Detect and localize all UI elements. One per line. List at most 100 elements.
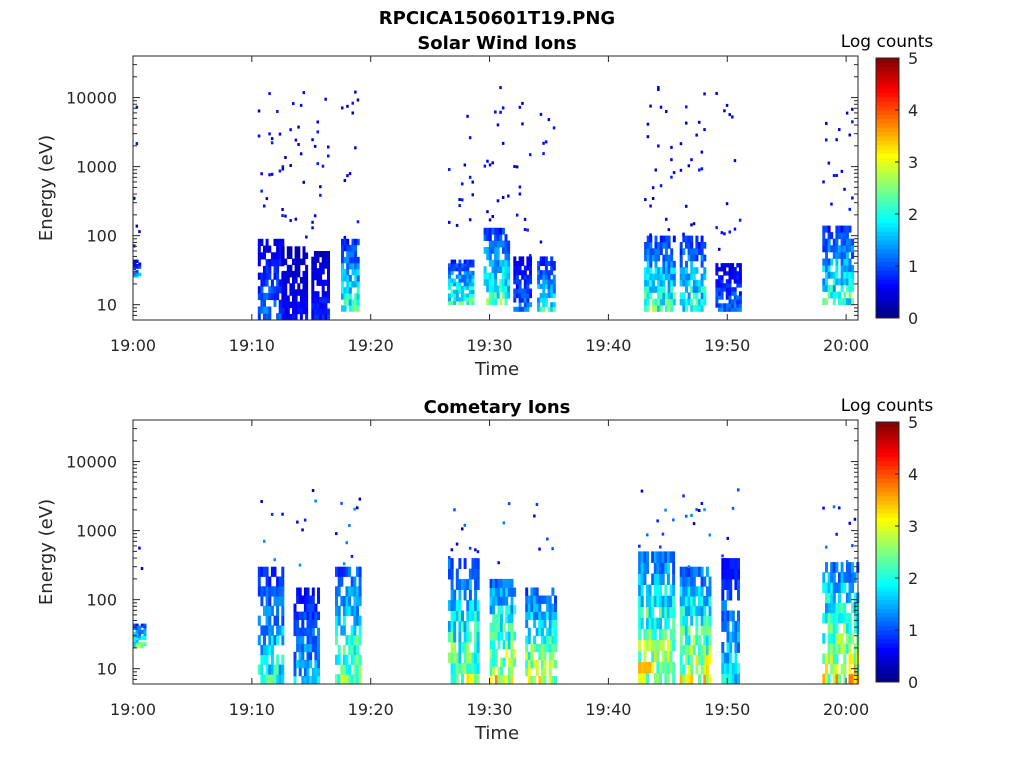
spectrogram-cell (838, 298, 841, 306)
spectrogram-cell (348, 263, 352, 270)
spectrogram-cell (548, 619, 552, 629)
spectrogram-cell (535, 595, 539, 604)
colorbar-segment (876, 270, 899, 276)
spectrogram-cell (518, 293, 522, 299)
colorbar-tick-label: 5 (908, 413, 918, 432)
spectrogram-cell (507, 640, 511, 650)
spectrogram-cell (682, 298, 686, 306)
spectrogram-cell (463, 652, 467, 664)
spectrogram-cell (311, 587, 315, 596)
spectrogram-cell (521, 261, 525, 266)
spectrogram-cell (685, 514, 688, 518)
spectrogram-cell (731, 291, 735, 296)
spectrogram-cell (672, 573, 676, 585)
spectrogram-cell (723, 271, 727, 276)
colorbar-tick-label: 1 (908, 621, 918, 640)
spectrogram-cell (662, 273, 666, 281)
spectrogram-cell (738, 295, 742, 300)
spectrogram-cell (838, 225, 841, 233)
spectrogram-cell (458, 259, 462, 264)
spectrogram-cell (448, 285, 451, 291)
spectrogram-cell (303, 667, 307, 677)
colorbar-segment (876, 222, 899, 228)
spectrogram-cell (276, 654, 280, 665)
spectrogram-cell (505, 613, 509, 624)
spectrogram-cell (525, 651, 529, 661)
spectrogram-cell (483, 247, 487, 254)
spectrogram-cell (718, 287, 721, 292)
spectrogram-cell (319, 251, 323, 258)
spectrogram-cell (703, 654, 707, 665)
spectrogram-cell (548, 627, 552, 637)
spectrogram-cell (348, 256, 352, 264)
spectrogram-cell (695, 586, 699, 597)
spectrogram-cell (646, 584, 649, 596)
spectrogram-cell (518, 283, 522, 289)
spectrogram-cell (550, 265, 554, 271)
spectrogram-cell (651, 305, 655, 312)
spectrogram-cell (309, 627, 313, 637)
spectrogram-cell (278, 238, 282, 246)
spectrogram-cell (265, 596, 269, 607)
spectrogram-cell (665, 242, 668, 249)
spectrogram-cell (721, 558, 725, 569)
spectrogram-cell (649, 242, 653, 249)
spectrogram-cell (270, 279, 274, 287)
colorbar-segment (876, 214, 899, 219)
colorbar-segment (876, 448, 899, 453)
spectrogram-cell (825, 298, 828, 306)
spectrogram-cell (461, 182, 464, 186)
spectrogram-cell (835, 612, 839, 624)
spectrogram-cell (356, 615, 359, 626)
colorbar-segment (876, 62, 899, 68)
spectrogram-cell (309, 651, 313, 661)
spectrogram-cell (715, 303, 719, 308)
spectrogram-cell (542, 306, 546, 312)
spectrogram-cell (690, 267, 694, 274)
spectrogram-cell (700, 242, 704, 249)
spectrogram-cell (474, 610, 478, 622)
spectrogram-cell (738, 218, 742, 222)
spectrogram-cell (500, 578, 503, 589)
spectrogram-cell (827, 265, 831, 273)
spectrogram-cell (685, 576, 688, 587)
spectrogram-cell (665, 248, 668, 255)
spectrogram-cell (305, 307, 309, 315)
spectrogram-cell (297, 270, 301, 278)
spectrogram-cell (515, 293, 519, 299)
spectrogram-cell (698, 120, 701, 124)
spectrogram-cell (135, 265, 139, 268)
spectrogram-cell (138, 629, 142, 633)
spectrogram-cell (140, 629, 144, 633)
spectrogram-cell (321, 164, 325, 168)
spectrogram-cell (695, 279, 699, 287)
spectrogram-cell (715, 291, 719, 296)
spectrogram-cell (263, 539, 266, 543)
spectrogram-cell (728, 299, 732, 304)
spectrogram-cell (848, 225, 852, 233)
spectrogram-cell (695, 235, 699, 243)
spectrogram-cell (313, 291, 317, 298)
spectrogram-cell (346, 256, 350, 264)
colorbar-segment (876, 456, 899, 462)
spectrogram-cell (289, 270, 293, 278)
colorbar-tick-label: 1 (908, 257, 918, 276)
spectrogram-cell (311, 138, 314, 142)
spectrogram-cell (827, 623, 831, 634)
spectrogram-cell (723, 287, 727, 292)
spectrogram-cell (491, 161, 494, 165)
spectrogram-cell (453, 673, 457, 685)
spectrogram-cell (659, 305, 663, 312)
spectrogram-cell (476, 558, 480, 569)
x-tick-label: 19:50 (704, 700, 750, 719)
spectrogram-cell (738, 275, 742, 280)
spectrogram-cell (309, 611, 313, 620)
spectrogram-cell (257, 313, 261, 321)
spectrogram-cell (494, 291, 498, 299)
spectrogram-cell (547, 274, 551, 280)
spectrogram-cell (682, 232, 685, 236)
spectrogram-cell (265, 292, 269, 301)
spectrogram-cell (659, 235, 663, 243)
spectrogram-cell (497, 675, 501, 685)
spectrogram-cell (651, 617, 655, 630)
